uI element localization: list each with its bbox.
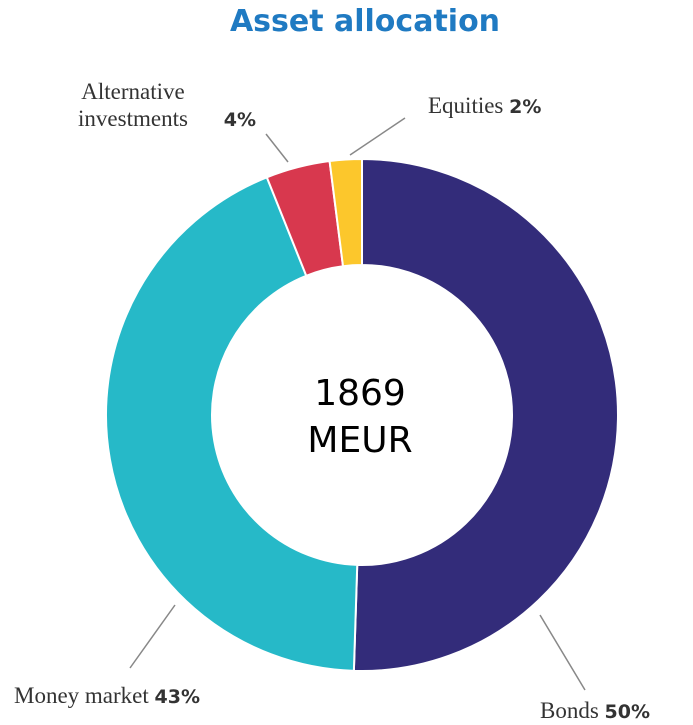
leader-line: [539, 614, 586, 691]
category-label: Bonds: [540, 698, 599, 723]
value-label: 50%: [604, 701, 651, 723]
category-label: Money market: [14, 683, 149, 708]
leader-line: [265, 133, 289, 163]
value-label: 43%: [154, 686, 200, 708]
category-label: Alternative investments: [78, 79, 188, 131]
leader-line: [349, 117, 406, 156]
slice-label: Bonds 50%: [540, 697, 650, 725]
value-label: 2%: [509, 96, 542, 118]
slice: [328, 157, 363, 268]
chart-title: Asset allocation: [229, 4, 501, 39]
slice: [105, 176, 359, 672]
center-label: 1869: [314, 373, 406, 414]
leader-line: [129, 604, 176, 669]
slice-label: Alternative investments 4%: [48, 78, 256, 134]
category-label: Equities: [428, 93, 504, 118]
slice-label: Money market 43%: [14, 682, 200, 711]
slice: [352, 157, 619, 672]
value-label: 4%: [223, 109, 257, 131]
slice-label: Equities 2%: [428, 92, 541, 121]
center-label: MEUR: [307, 420, 412, 461]
slices: [105, 157, 619, 672]
